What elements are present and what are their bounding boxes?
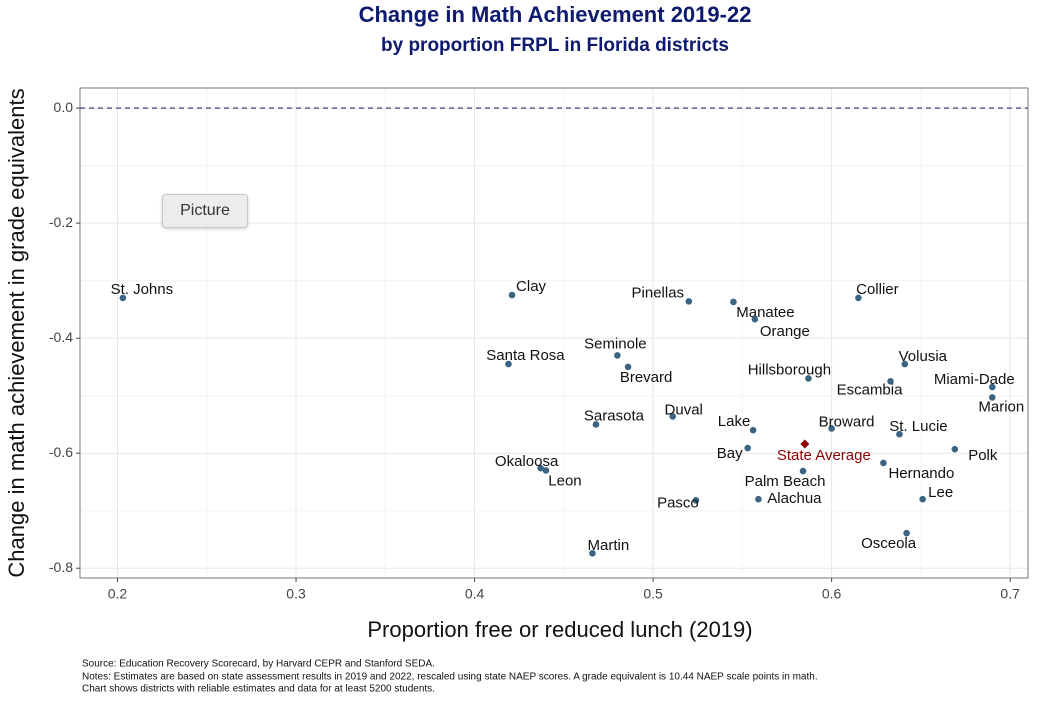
- plot-border: [79, 87, 1029, 579]
- point: [508, 291, 516, 299]
- highlight-label: State Average: [777, 447, 871, 464]
- point-label: Lee: [928, 484, 953, 501]
- point: [744, 444, 752, 452]
- point-label: Brevard: [620, 369, 673, 386]
- y-tick-label: 0.0: [54, 99, 74, 115]
- point: [988, 383, 996, 391]
- point: [685, 298, 693, 305]
- point: [805, 375, 812, 382]
- y-axis-title: Change in math achievement in grade equi…: [4, 88, 29, 577]
- point: [988, 394, 996, 401]
- x-tick-label: 0.7: [1000, 586, 1020, 602]
- point: [505, 360, 512, 368]
- point: [537, 464, 544, 472]
- point: [903, 529, 910, 537]
- point: [624, 363, 632, 371]
- y-tick-label: -0.2: [49, 214, 73, 230]
- point-label: Pinellas: [632, 284, 685, 301]
- point-label: Manatee: [736, 304, 794, 321]
- point-label: Sarasota: [584, 407, 645, 424]
- point: [589, 549, 596, 557]
- point-label: Osceola: [861, 535, 917, 552]
- point: [730, 298, 737, 306]
- footnote: Chart shows districts with reliable esti…: [82, 684, 435, 695]
- point: [692, 497, 700, 504]
- point-label: Clay: [516, 278, 547, 295]
- footnote: Source: Education Recovery Scorecard, by…: [82, 659, 435, 670]
- chart-title: Change in Math Achievement 2019-22: [359, 2, 752, 27]
- point: [880, 459, 887, 467]
- point: [887, 378, 894, 385]
- point: [919, 495, 926, 503]
- point: [592, 421, 600, 428]
- point: [614, 352, 621, 359]
- highlight-point: [800, 439, 810, 449]
- point-label: Broward: [819, 413, 875, 430]
- point-label: Leon: [548, 472, 581, 489]
- x-tick-label: 0.4: [465, 586, 485, 602]
- x-axis-title: Proportion free or reduced lunch (2019): [367, 617, 752, 642]
- point-label: Orange: [760, 323, 810, 340]
- x-tick-label: 0.5: [643, 586, 663, 602]
- point: [751, 315, 759, 323]
- point-label: Duval: [665, 401, 703, 418]
- x-tick-label: 0.6: [822, 586, 842, 602]
- point: [542, 467, 550, 474]
- y-tick-label: -0.8: [49, 559, 73, 575]
- point: [901, 360, 909, 368]
- point-label: Alachua: [767, 490, 822, 507]
- point-label: Seminole: [584, 335, 647, 352]
- chart-subtitle: by proportion FRPL in Florida districts: [381, 35, 729, 56]
- point-label: Santa Rosa: [486, 347, 565, 364]
- point: [669, 413, 677, 420]
- point-label: Bay: [717, 445, 743, 462]
- point-label: Hillsborough: [748, 361, 831, 378]
- point: [828, 425, 835, 432]
- point-label: Lake: [718, 413, 751, 430]
- point-label: Miami-Dade: [934, 371, 1015, 388]
- point: [749, 426, 757, 434]
- y-tick-label: -0.6: [49, 444, 73, 460]
- point: [896, 430, 903, 438]
- point-label: Marion: [978, 398, 1024, 415]
- picture-button[interactable]: Picture: [162, 194, 248, 228]
- point-label: Polk: [968, 447, 998, 464]
- point-label: Collier: [856, 281, 899, 298]
- point: [855, 294, 862, 302]
- point: [755, 495, 762, 503]
- point-label: Martin: [588, 537, 630, 554]
- point-label: Hernando: [888, 465, 954, 482]
- point-label: St. Johns: [111, 281, 174, 298]
- point-label: St. Lucie: [889, 418, 947, 435]
- footnote: Notes: Estimates are based on state asse…: [82, 672, 818, 683]
- point: [799, 467, 807, 475]
- point-label: Pasco: [657, 494, 699, 511]
- point: [119, 294, 127, 302]
- point-label: Escambia: [837, 381, 904, 398]
- point: [951, 445, 959, 453]
- x-tick-label: 0.2: [108, 586, 128, 602]
- point-label: Palm Beach: [745, 473, 826, 490]
- point-label: Volusia: [899, 348, 948, 365]
- point-label: Okaloosa: [495, 453, 559, 470]
- y-tick-label: -0.4: [49, 329, 73, 345]
- x-tick-label: 0.3: [286, 586, 306, 602]
